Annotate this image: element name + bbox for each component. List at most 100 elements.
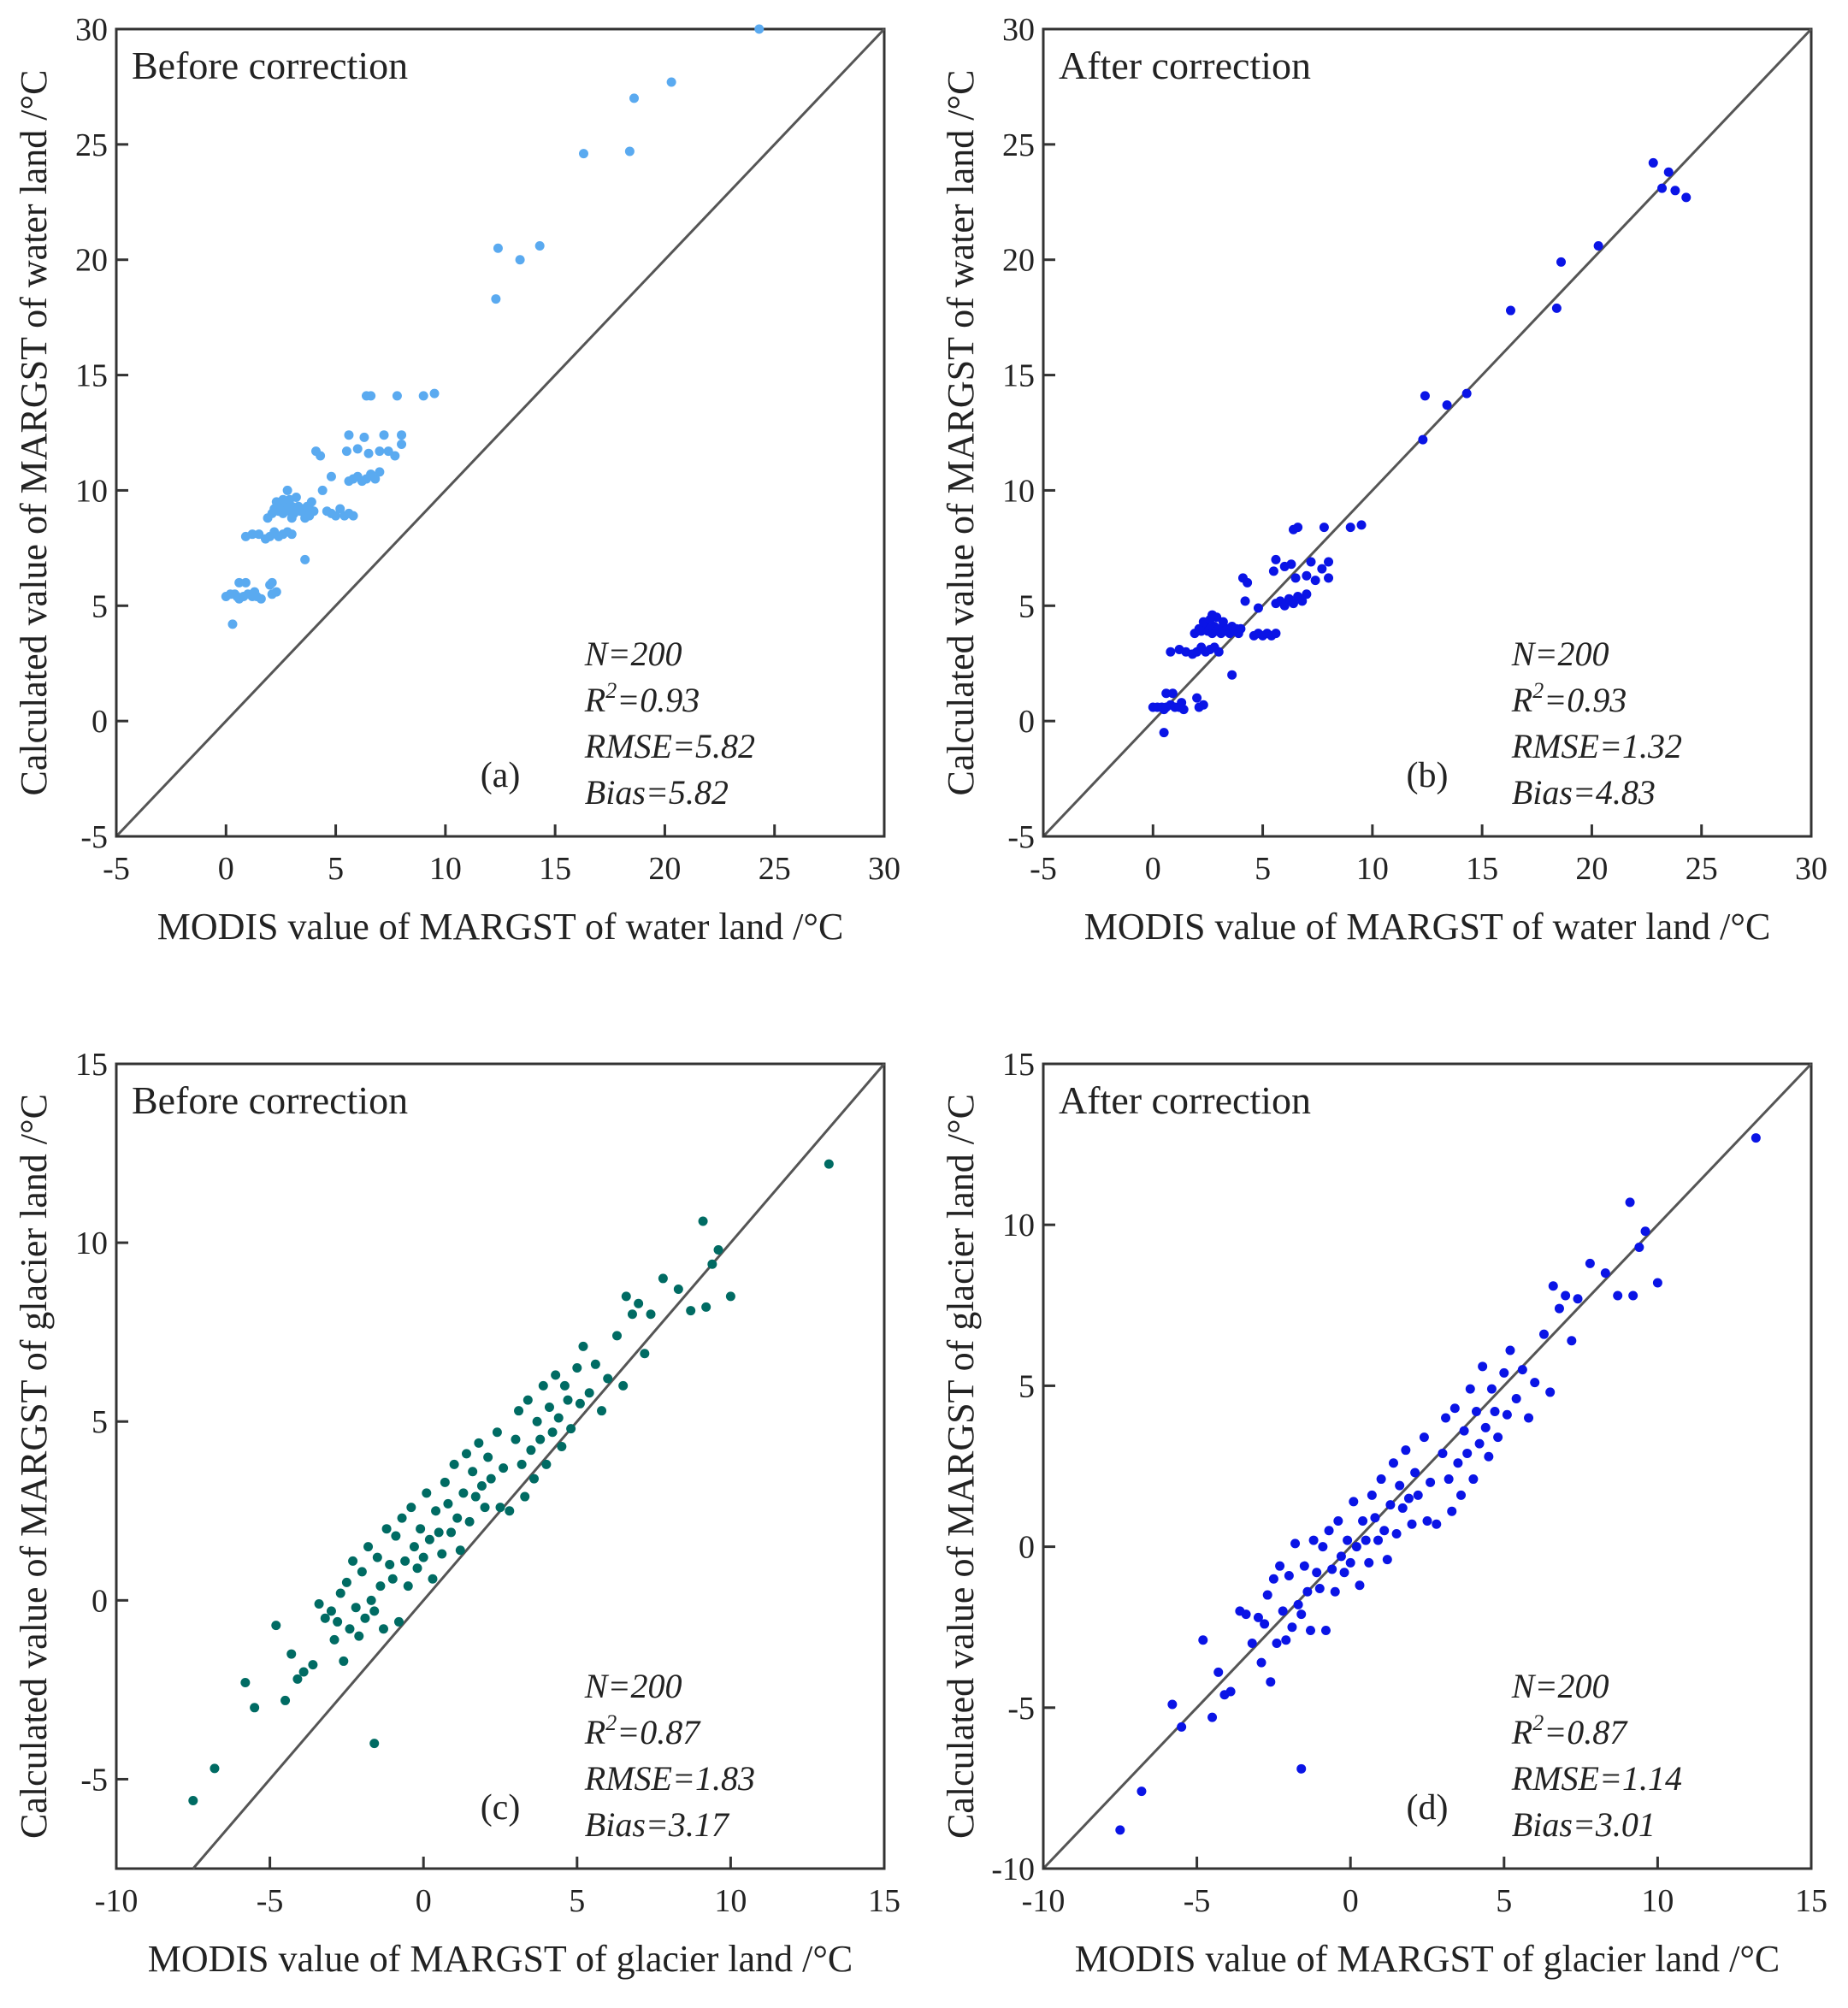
data-point-d <box>1453 1458 1463 1468</box>
data-point-a <box>316 451 326 461</box>
stat-n-b: N=200 <box>1511 635 1609 673</box>
data-point-a <box>379 430 389 440</box>
data-point-b <box>1670 186 1680 196</box>
data-point-c <box>505 1506 515 1516</box>
data-point-a <box>493 243 503 253</box>
data-point-c <box>725 1291 735 1302</box>
data-point-c <box>250 1703 260 1713</box>
data-point-b <box>1240 596 1250 606</box>
x-axis-label-a: MODIS value of MARGST of water land /°C <box>157 906 844 948</box>
stat-r2-value-d: =0.87 <box>1544 1713 1628 1751</box>
data-point-d <box>1367 1490 1377 1500</box>
data-point-c <box>627 1309 637 1320</box>
x-tick-label-a: 10 <box>429 851 462 887</box>
data-point-d <box>1499 1367 1509 1378</box>
data-point-a <box>227 619 238 629</box>
x-tick-label-a: 30 <box>868 851 900 887</box>
data-point-b <box>1227 670 1237 680</box>
x-tick-label-b: -5 <box>1030 851 1057 887</box>
data-point-d <box>1449 1403 1460 1414</box>
data-point-c <box>292 1674 303 1684</box>
data-point-d <box>1213 1667 1224 1677</box>
data-point-a <box>359 432 369 442</box>
y-tick-label-a: 5 <box>92 588 108 624</box>
data-point-b <box>1648 157 1658 168</box>
data-point-b <box>1271 629 1281 639</box>
data-point-a <box>335 504 345 514</box>
data-point-d <box>1426 1477 1436 1487</box>
data-point-d <box>1410 1468 1420 1478</box>
data-point-c <box>673 1284 683 1294</box>
data-point-c <box>499 1463 509 1474</box>
data-point-a <box>247 529 257 540</box>
stat-r2-superscript-a: 2 <box>605 678 617 703</box>
data-point-b <box>1505 305 1515 316</box>
data-point-d <box>1327 1564 1337 1574</box>
data-point-b <box>1161 688 1172 699</box>
data-point-d <box>1480 1422 1491 1432</box>
data-point-d <box>1330 1586 1340 1597</box>
data-point-c <box>240 1678 251 1688</box>
data-point-c <box>535 1434 546 1444</box>
data-point-b <box>1306 557 1316 567</box>
data-point-b <box>1297 596 1308 606</box>
data-point-c <box>360 1613 370 1623</box>
data-point-a <box>331 511 341 521</box>
data-point-b <box>1356 520 1367 530</box>
data-point-c <box>468 1467 478 1477</box>
data-point-d <box>1502 1409 1512 1420</box>
data-point-c <box>547 1427 558 1438</box>
data-point-c <box>308 1660 318 1670</box>
stat-rmse-c: RMSE=1.83 <box>584 1759 755 1798</box>
data-point-c <box>449 1459 459 1469</box>
data-point-c <box>529 1474 540 1484</box>
data-point-c <box>271 1621 281 1631</box>
data-point-d <box>1115 1825 1125 1835</box>
data-point-a <box>352 444 363 454</box>
data-point-c <box>611 1331 622 1341</box>
data-point-c <box>511 1434 521 1444</box>
y-tick-label-a: 30 <box>75 12 108 48</box>
data-point-d <box>1272 1639 1282 1649</box>
y-tick-label-c: 5 <box>92 1404 108 1440</box>
data-point-d <box>1320 1625 1331 1635</box>
data-point-b <box>1218 617 1228 627</box>
data-point-b <box>1461 388 1472 399</box>
reference-line-c <box>192 1063 886 1869</box>
x-tick-label-d: -10 <box>1022 1883 1066 1919</box>
data-point-d <box>1376 1474 1386 1485</box>
data-point-c <box>446 1527 457 1538</box>
data-point-b <box>1159 728 1169 738</box>
data-point-d <box>1395 1480 1405 1491</box>
data-point-a <box>234 577 245 588</box>
data-point-b <box>1213 647 1224 657</box>
data-point-a <box>341 446 351 457</box>
data-point-a <box>344 430 354 440</box>
data-point-c <box>314 1599 324 1609</box>
data-point-c <box>339 1656 349 1666</box>
data-point-c <box>372 1552 382 1562</box>
data-point-c <box>381 1524 392 1534</box>
data-point-c <box>492 1427 502 1438</box>
panel-letter-b: (b) <box>1407 756 1449 795</box>
data-point-d <box>1364 1557 1374 1568</box>
stat-r2-superscript-c: 2 <box>605 1710 617 1735</box>
data-point-d <box>1281 1635 1291 1645</box>
data-point-d <box>1349 1497 1359 1507</box>
data-point-c <box>188 1796 198 1806</box>
panel-c: -10 -5 0 5 10 15 -5 0 5 10 15 MODIS value of MARGST… <box>13 1047 900 1980</box>
panel-a: -5 0 5 10 15 20 25 30 -5 0 5 10 15 20 25 30 MODIS value … <box>13 12 900 948</box>
stat-r2-prefix-d: R <box>1511 1713 1532 1751</box>
data-point-c <box>357 1567 367 1577</box>
data-point-c <box>329 1634 339 1645</box>
data-point-c <box>538 1380 548 1391</box>
data-point-a <box>254 529 264 540</box>
data-point-a <box>286 529 297 540</box>
data-point-d <box>1266 1677 1276 1687</box>
data-point-c <box>514 1406 524 1416</box>
data-point-c <box>458 1488 469 1498</box>
data-point-a <box>534 241 545 251</box>
data-point-b <box>1345 523 1355 533</box>
data-point-a <box>291 493 301 503</box>
data-point-b <box>1310 576 1320 586</box>
